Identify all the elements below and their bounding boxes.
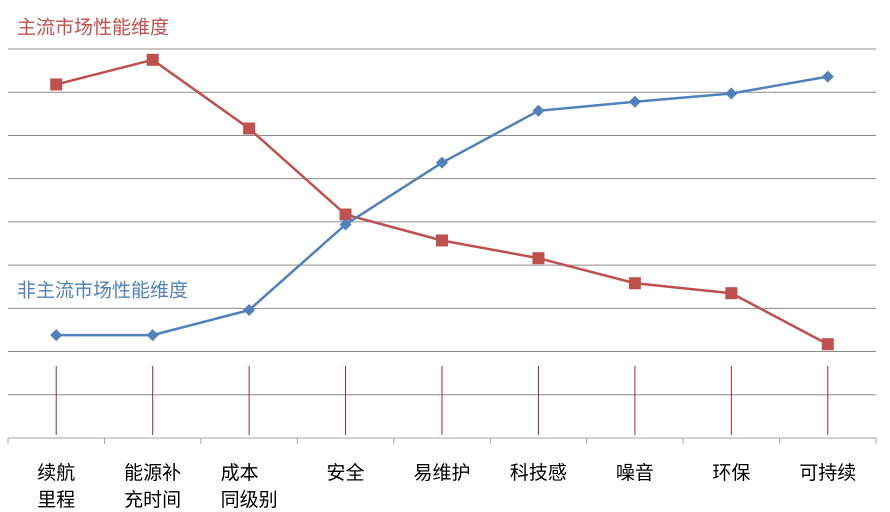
marker xyxy=(821,70,834,83)
marker xyxy=(146,329,159,342)
marker xyxy=(50,329,63,342)
marker xyxy=(243,304,256,317)
marker xyxy=(725,287,738,300)
series-label: 非主流市场性能维度 xyxy=(17,280,188,302)
marker xyxy=(532,252,545,265)
marker xyxy=(821,338,834,351)
marker xyxy=(243,122,256,135)
x-tick-label: 噪音 xyxy=(615,462,654,484)
marker xyxy=(628,95,641,108)
marker xyxy=(628,277,641,290)
marker xyxy=(339,208,352,221)
x-tick-label: 安全 xyxy=(326,462,365,484)
x-tick-label: 科技感 xyxy=(509,462,567,484)
marker xyxy=(339,218,352,231)
marker xyxy=(146,53,159,66)
marker xyxy=(50,78,63,91)
marker xyxy=(436,234,448,247)
x-tick-label: 环保 xyxy=(712,462,751,484)
x-tick-label: 可持续 xyxy=(799,462,857,484)
series-label: 主流市场性能维度 xyxy=(17,17,169,39)
x-tick-label: 易维护 xyxy=(413,462,471,484)
marker xyxy=(532,104,545,117)
series-line xyxy=(55,58,829,346)
x-tick-label: 续航 里程 xyxy=(37,462,76,511)
marker xyxy=(436,156,448,169)
marker xyxy=(725,87,738,100)
x-tick-label: 成本 同级别 xyxy=(220,462,278,511)
x-tick-label: 能源补 充时间 xyxy=(124,462,182,511)
